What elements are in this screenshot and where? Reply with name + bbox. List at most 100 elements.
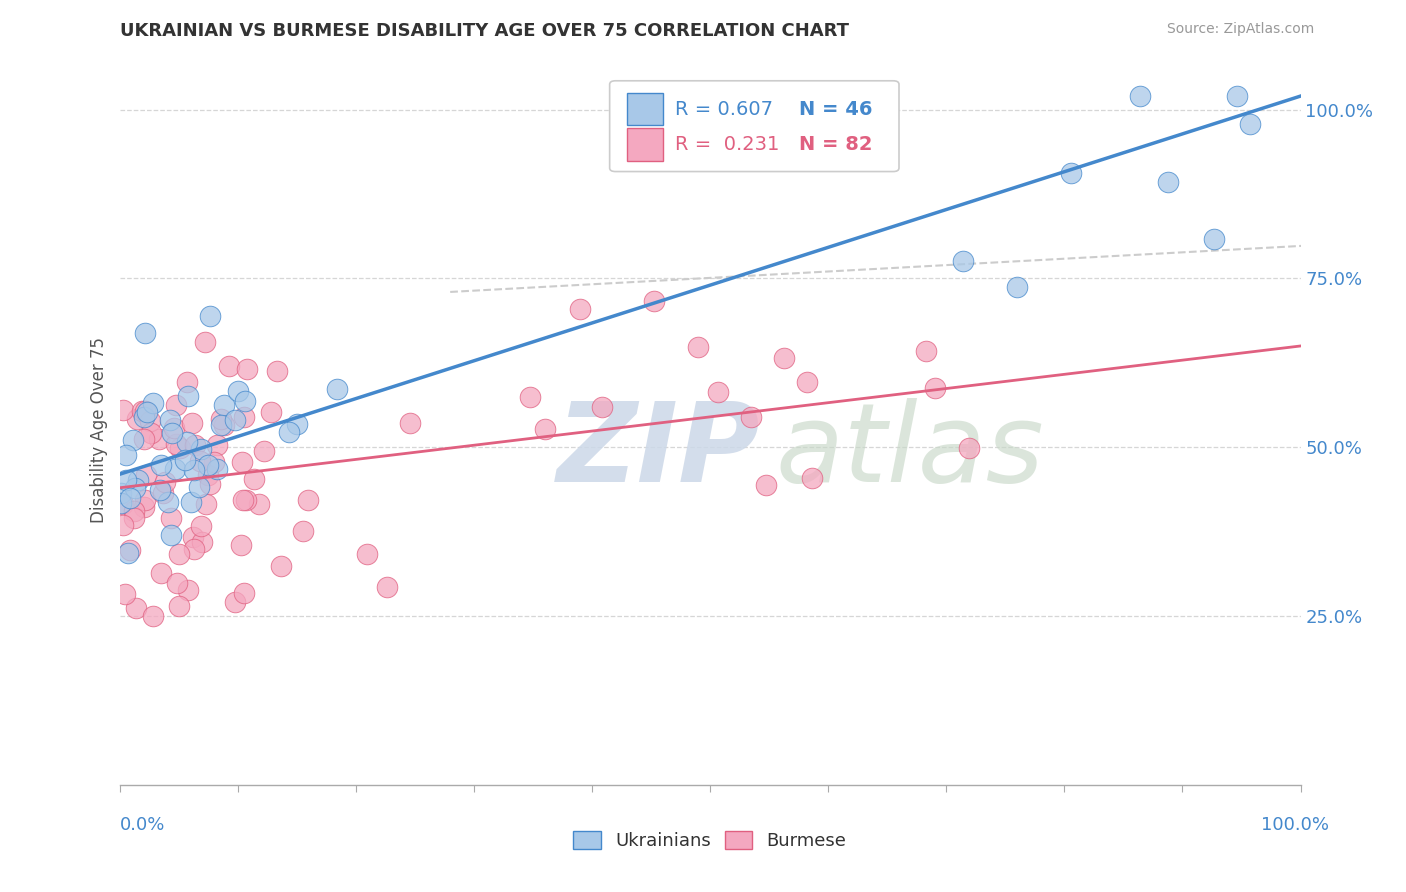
Point <box>180 495 202 509</box>
Point <box>159 413 181 427</box>
Point <box>125 601 148 615</box>
Point <box>224 413 246 427</box>
Point <box>519 390 541 404</box>
Point <box>163 462 186 476</box>
Point <box>568 302 591 317</box>
Point <box>120 491 142 505</box>
Point <box>194 334 217 349</box>
Point <box>110 485 132 500</box>
Text: R = 0.607: R = 0.607 <box>675 100 773 119</box>
Point <box>1202 232 1225 246</box>
Point <box>253 443 276 458</box>
Point <box>236 361 259 376</box>
Point <box>152 486 174 500</box>
Point <box>127 412 149 426</box>
Y-axis label: Disability Age Over 75: Disability Age Over 75 <box>90 337 108 524</box>
Text: N = 82: N = 82 <box>799 135 872 154</box>
Point <box>957 441 980 455</box>
Point <box>270 558 292 573</box>
Point <box>209 417 232 432</box>
Point <box>149 483 172 497</box>
Point <box>141 609 163 624</box>
Point <box>122 504 145 518</box>
Point <box>163 421 186 435</box>
Point <box>260 405 283 419</box>
Point <box>115 448 138 462</box>
Point <box>166 576 188 591</box>
Point <box>212 398 235 412</box>
Point <box>688 340 710 354</box>
Point <box>169 441 191 455</box>
Point <box>122 511 145 525</box>
Point <box>285 417 308 431</box>
Point <box>173 453 195 467</box>
Point <box>202 455 225 469</box>
Text: R =  0.231: R = 0.231 <box>675 135 779 154</box>
Point <box>1157 175 1180 189</box>
Point <box>176 582 198 597</box>
Point <box>166 398 188 412</box>
Point <box>135 467 157 482</box>
Point <box>188 454 211 468</box>
Point <box>198 309 221 323</box>
Point <box>134 404 156 418</box>
Point <box>190 519 212 533</box>
Point <box>229 537 252 551</box>
Point <box>198 477 221 491</box>
Point <box>205 438 228 452</box>
Text: 100.0%: 100.0% <box>1261 816 1329 834</box>
Point <box>142 395 165 409</box>
Point <box>191 535 214 549</box>
Point <box>326 382 349 396</box>
Point <box>115 473 138 487</box>
Point <box>232 410 254 425</box>
Point <box>773 351 796 365</box>
FancyBboxPatch shape <box>627 93 662 126</box>
Point <box>209 411 232 425</box>
Point <box>356 547 378 561</box>
Point <box>266 364 288 378</box>
Point <box>706 385 728 400</box>
Text: N = 46: N = 46 <box>799 100 872 119</box>
Point <box>231 455 253 469</box>
Point <box>149 458 172 473</box>
Point <box>233 586 256 600</box>
Point <box>214 417 236 432</box>
Point <box>176 389 198 403</box>
Point <box>643 293 665 308</box>
Point <box>160 425 183 440</box>
Point <box>235 493 257 508</box>
Point <box>190 442 212 457</box>
Point <box>224 595 246 609</box>
Point <box>399 416 422 430</box>
Point <box>207 462 229 476</box>
Point <box>176 376 198 390</box>
Point <box>114 586 136 600</box>
Point <box>232 493 254 508</box>
Point <box>195 497 218 511</box>
Point <box>131 404 153 418</box>
Text: atlas: atlas <box>775 398 1043 505</box>
Point <box>755 478 778 492</box>
Point <box>111 402 134 417</box>
Point <box>375 580 398 594</box>
Point <box>176 434 198 449</box>
Point <box>924 382 946 396</box>
Point <box>796 375 818 389</box>
Text: ZIP: ZIP <box>557 398 761 505</box>
Point <box>801 471 824 485</box>
Point <box>118 543 141 558</box>
Text: 0.0%: 0.0% <box>120 816 165 834</box>
Point <box>139 414 162 428</box>
Point <box>159 527 181 541</box>
Point <box>132 409 155 424</box>
FancyBboxPatch shape <box>610 81 898 171</box>
Point <box>181 530 204 544</box>
Point <box>188 479 211 493</box>
Point <box>150 566 173 580</box>
Point <box>278 425 301 439</box>
Point <box>167 599 190 613</box>
Point <box>127 473 149 487</box>
Point <box>740 410 762 425</box>
Point <box>180 416 202 430</box>
